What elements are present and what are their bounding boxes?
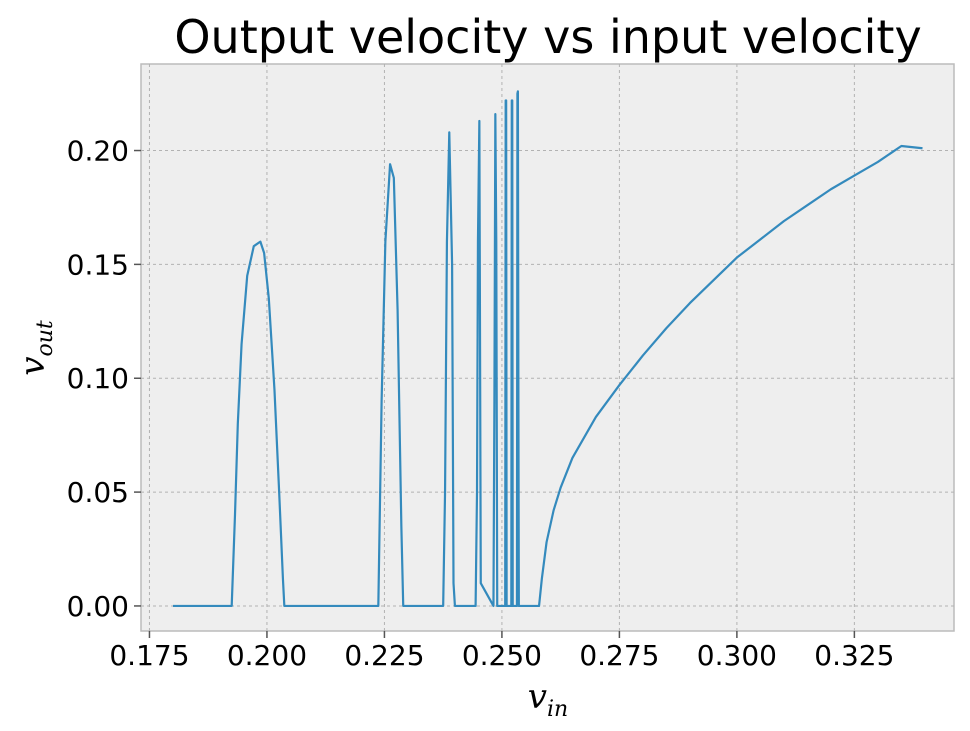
x-tick-label: 0.300: [697, 639, 777, 672]
x-axis-ticks: 0.175 0.200 0.225 0.250 0.275 0.300 0.325: [109, 631, 894, 672]
y-axis-label-subscript: out: [33, 320, 58, 356]
y-tick-label: 0.15: [67, 248, 129, 281]
y-axis-label-base: v: [13, 357, 53, 376]
y-tick-label: 0.05: [67, 476, 129, 509]
x-tick-label: 0.325: [814, 639, 894, 672]
y-axis-label: vout: [13, 320, 58, 376]
y-axis-ticks: 0.00 0.05 0.10 0.15 0.20: [67, 135, 141, 623]
x-tick-label: 0.200: [227, 639, 307, 672]
x-tick-label: 0.175: [109, 639, 189, 672]
x-axis-label-base: v: [528, 677, 547, 717]
y-tick-label: 0.20: [67, 135, 129, 168]
grid-lines: [141, 64, 954, 631]
x-tick-label: 0.225: [344, 639, 424, 672]
y-tick-label: 0.10: [67, 362, 129, 395]
y-tick-label: 0.00: [67, 590, 129, 623]
x-tick-label: 0.275: [579, 639, 659, 672]
chart-title: Output velocity vs input velocity: [174, 10, 921, 64]
x-tick-label: 0.250: [462, 639, 542, 672]
x-axis-label-subscript: in: [547, 697, 568, 722]
plot-area: [140, 63, 955, 632]
x-axis-label: vin: [528, 677, 568, 722]
series-line: [172, 90, 923, 608]
